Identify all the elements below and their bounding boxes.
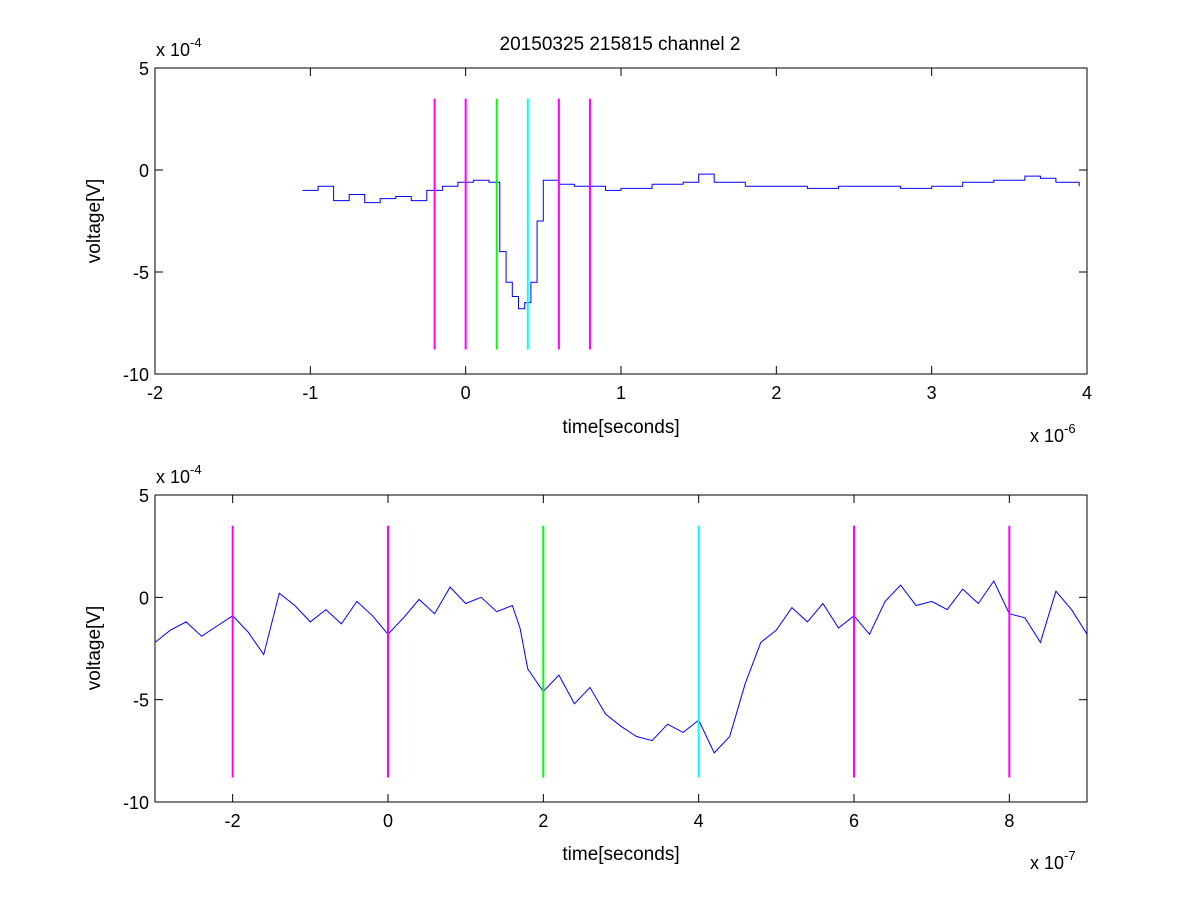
top-plot: -2 -1 0 1 2 3 4-10-505 time[seconds] voltage[V… xyxy=(84,35,1092,446)
bottom-plot-markers xyxy=(231,525,1011,778)
top-plot-markers xyxy=(433,98,591,350)
bottom-x-exponent-power: -7 xyxy=(1064,848,1076,863)
bottom-plot-ticks: -2 0 2 4 6 8 -10 -5 0 5 xyxy=(123,486,1087,831)
top-y-exponent-base: x 10 xyxy=(156,40,190,60)
y-tick-label-1-3: 5 xyxy=(139,486,149,506)
x-tick-label-1-0: -2 xyxy=(225,811,241,831)
voltage-trace-1-0 xyxy=(154,580,1088,754)
voltage-trace-0-0 xyxy=(302,173,1080,310)
y-tick-label-1-1: -5 xyxy=(133,691,149,711)
top-x-exponent-power: -6 xyxy=(1064,421,1076,436)
x-tick-label-1-3: 4 xyxy=(694,811,704,831)
top-xlabel: time[seconds] xyxy=(562,417,679,438)
top-plot-series xyxy=(302,173,1080,310)
y-tick-label-1-0: -10 xyxy=(123,793,149,813)
x-tick-label-1-2: 2 xyxy=(538,811,548,831)
top-y-exponent-power: -4 xyxy=(190,35,202,50)
x-tick-label-0-2: 0 xyxy=(461,383,471,403)
y-tick-label-1-2: 0 xyxy=(139,588,149,608)
bottom-plot-series xyxy=(154,580,1088,754)
bottom-plot-area xyxy=(154,494,1088,803)
top-x-exponent: x 10-6 xyxy=(1030,421,1076,446)
top-y-exponent: x 10-4 xyxy=(156,35,202,60)
bottom-ylabel: voltage[V] xyxy=(84,606,105,691)
y-tick-label-0-0: -10 xyxy=(123,365,149,385)
y-tick-label-0-2: 0 xyxy=(139,161,149,181)
bottom-y-exponent: x 10-4 xyxy=(156,462,202,487)
y-tick-label-0-3: 5 xyxy=(139,59,149,79)
x-tick-label-0-6: 4 xyxy=(1082,383,1092,403)
x-tick-label-1-1: 0 xyxy=(383,811,393,831)
top-plot-ticks: -2 -1 0 1 2 3 4-10-505 xyxy=(123,59,1092,403)
x-tick-label-1-5: 8 xyxy=(1004,811,1014,831)
x-tick-label-0-1: -1 xyxy=(302,383,318,403)
x-tick-label-0-3: 1 xyxy=(616,383,626,403)
bottom-y-exponent-power: -4 xyxy=(190,462,202,477)
top-x-exponent-base: x 10 xyxy=(1030,426,1064,446)
x-tick-label-0-5: 3 xyxy=(927,383,937,403)
y-tick-label-0-1: -5 xyxy=(133,263,149,283)
bottom-plot: -2 0 2 4 6 8-10-505 time[seconds] voltage[V] … xyxy=(84,462,1088,873)
bottom-xlabel: time[seconds] xyxy=(562,844,679,865)
bottom-x-exponent-base: x 10 xyxy=(1030,853,1064,873)
bottom-y-exponent-base: x 10 xyxy=(156,467,190,487)
x-tick-label-0-0: -2 xyxy=(147,383,163,403)
top-ylabel: voltage[V] xyxy=(84,179,105,264)
figure-title: 20150325 215815 channel 2 xyxy=(500,34,741,55)
x-tick-label-1-4: 6 xyxy=(849,811,859,831)
x-tick-label-0-4: 2 xyxy=(771,383,781,403)
top-plot-area xyxy=(154,67,1088,375)
bottom-x-exponent: x 10-7 xyxy=(1030,848,1076,873)
